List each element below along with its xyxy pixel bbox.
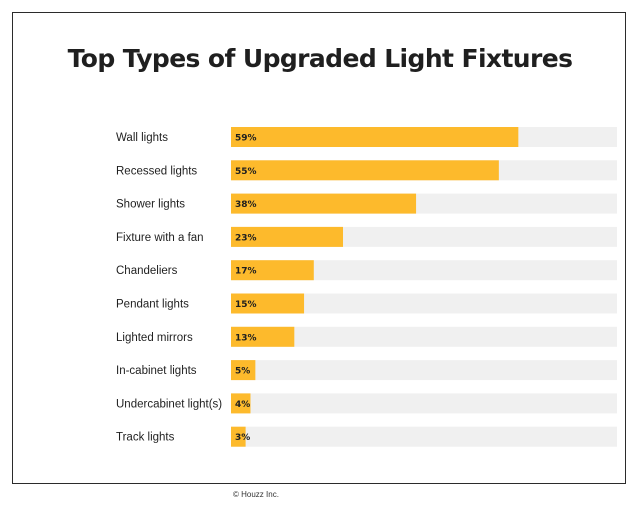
bar xyxy=(231,127,519,147)
bar-row: Chandeliers 17% xyxy=(116,260,617,281)
bar xyxy=(231,326,295,347)
bar xyxy=(231,260,314,281)
bar xyxy=(231,160,499,181)
value-label: 38% xyxy=(235,200,257,210)
bar-track xyxy=(231,360,617,381)
bar-row: Undercabinet light(s) 4% xyxy=(116,393,617,414)
bar-track xyxy=(231,293,617,314)
category-label: Chandeliers xyxy=(116,265,178,277)
category-label: Recessed lights xyxy=(116,165,197,177)
value-label: 17% xyxy=(235,267,257,277)
value-label: 15% xyxy=(235,300,257,310)
category-label: Shower lights xyxy=(116,199,185,211)
bar xyxy=(231,226,344,247)
value-label: 5% xyxy=(235,367,250,377)
bar-row: Lighted mirrors 13% xyxy=(116,326,617,347)
bar xyxy=(231,426,246,447)
category-label: Track lights xyxy=(116,432,175,444)
bar xyxy=(231,360,256,381)
value-label: 23% xyxy=(235,233,257,243)
value-label: 13% xyxy=(235,333,257,343)
value-label: 4% xyxy=(235,400,250,410)
value-label: 55% xyxy=(235,167,257,177)
bar-track xyxy=(231,260,617,281)
bar-row: Recessed lights 55% xyxy=(116,160,617,181)
bar-row: Wall lights 59% xyxy=(116,127,617,147)
category-label: Fixture with a fan xyxy=(116,232,204,244)
category-label: Undercabinet light(s) xyxy=(116,398,222,410)
bar xyxy=(231,193,417,214)
bar-track xyxy=(231,326,617,347)
bar xyxy=(231,393,251,414)
bar-track xyxy=(231,393,617,414)
category-label: Pendant lights xyxy=(116,299,189,311)
chart-title: Top Types of Upgraded Light Fixtures xyxy=(67,44,573,73)
category-label: Wall lights xyxy=(116,132,168,144)
copyright-credit: © Houzz Inc. xyxy=(233,490,279,499)
bar-track xyxy=(231,426,617,447)
value-label: 59% xyxy=(235,134,257,144)
bar-row: Track lights 3% xyxy=(116,426,617,447)
bar-row: Pendant lights 15% xyxy=(116,293,617,314)
value-label: 3% xyxy=(235,433,250,443)
category-label: Lighted mirrors xyxy=(116,332,193,344)
bar xyxy=(231,293,305,314)
bar-row: In-cabinet lights 5% xyxy=(116,360,617,381)
category-label: In-cabinet lights xyxy=(116,365,197,377)
bar-row: Shower lights 38% xyxy=(116,193,617,214)
bar-row: Fixture with a fan 23% xyxy=(116,226,617,247)
